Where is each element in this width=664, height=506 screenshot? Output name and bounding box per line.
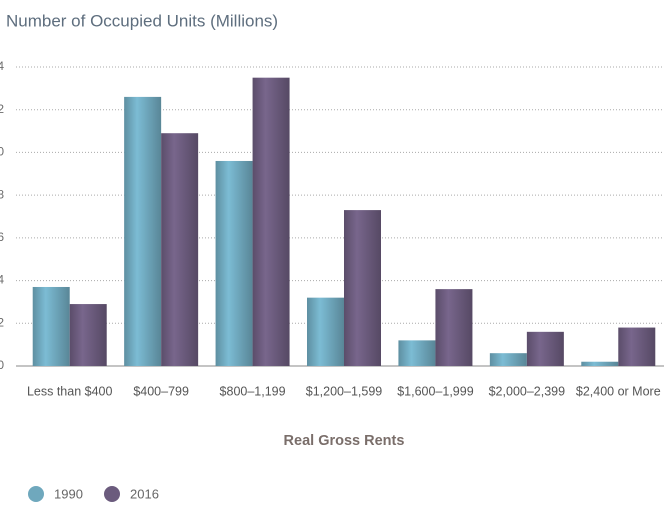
y-tick-label: 4 xyxy=(0,273,4,287)
bar xyxy=(215,160,253,366)
y-tick-label: 0 xyxy=(0,358,4,372)
y-tick-label: 14 xyxy=(0,59,4,73)
x-tick-label: $1,200–1,599 xyxy=(306,384,383,398)
bar xyxy=(344,210,381,366)
x-axis-label: Real Gross Rents xyxy=(284,433,405,449)
bar xyxy=(581,361,619,366)
y-tick-label: 8 xyxy=(0,187,4,201)
y-tick-label: 10 xyxy=(0,145,4,159)
y-tick-label: 2 xyxy=(0,315,4,329)
bar xyxy=(69,304,107,366)
bar xyxy=(124,96,162,367)
x-tick-label: $1,600–1,999 xyxy=(397,384,474,398)
bar xyxy=(32,286,70,366)
x-tick-label: $400–799 xyxy=(133,384,189,398)
bar xyxy=(489,353,527,366)
bar xyxy=(618,327,656,366)
x-tick-label: $800–1,199 xyxy=(220,384,286,398)
y-tick-label: 12 xyxy=(0,102,4,116)
legend-swatch xyxy=(28,486,44,502)
bar xyxy=(252,77,290,366)
bar xyxy=(526,331,564,366)
y-tick-label: 6 xyxy=(0,230,4,244)
x-tick-label: $2,000–2,399 xyxy=(489,384,566,398)
x-tick-label: $2,400 or More xyxy=(576,384,661,398)
chart-title: Number of Occupied Units (Millions) xyxy=(6,11,278,30)
bar xyxy=(435,289,473,366)
legend-label: 1990 xyxy=(54,486,83,501)
bar xyxy=(398,340,436,366)
legend-swatch xyxy=(104,486,120,502)
bar xyxy=(161,133,199,366)
bar xyxy=(307,297,344,366)
x-tick-label: Less than $400 xyxy=(27,384,113,398)
legend-label: 2016 xyxy=(130,486,159,501)
